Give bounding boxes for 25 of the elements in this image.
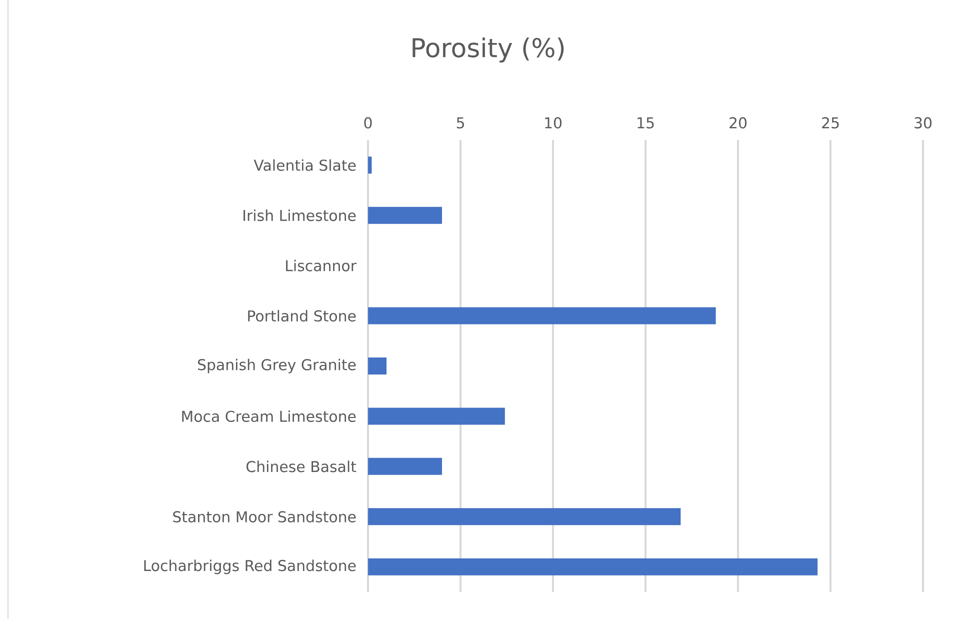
chart-title: Porosity (%) — [412, 37, 564, 63]
bar — [368, 206, 442, 224]
x-tick-label: 25 — [822, 117, 839, 128]
x-tick-label: 10 — [545, 117, 562, 128]
bar — [368, 357, 387, 374]
y-tick-label: Portland Stone — [248, 310, 356, 322]
y-tick-label: Liscannor — [286, 260, 356, 272]
x-tick-label: 15 — [638, 117, 654, 128]
y-tick-label: Chinese Basalt — [246, 460, 356, 472]
bar — [368, 558, 818, 576]
x-tick-label: 0 — [364, 117, 372, 128]
bar — [368, 156, 372, 174]
y-tick-label: Moca Cream Limestone — [182, 410, 356, 422]
x-tick-label: 20 — [730, 117, 747, 128]
x-tick-label: 5 — [456, 117, 464, 128]
y-tick-label: Irish Limestone — [244, 210, 356, 222]
bar — [368, 307, 716, 324]
y-tick-label: Spanish Grey Granite — [198, 358, 356, 374]
x-tick-label: 30 — [914, 117, 932, 128]
bar — [368, 458, 442, 475]
y-tick-label: Stanton Moor Sandstone — [173, 510, 356, 522]
bar — [368, 508, 681, 526]
y-tick-label: Locharbriggs Red Sandstone — [144, 560, 356, 574]
y-tick-label: Valentia Slate — [254, 159, 356, 171]
bar — [368, 408, 505, 425]
